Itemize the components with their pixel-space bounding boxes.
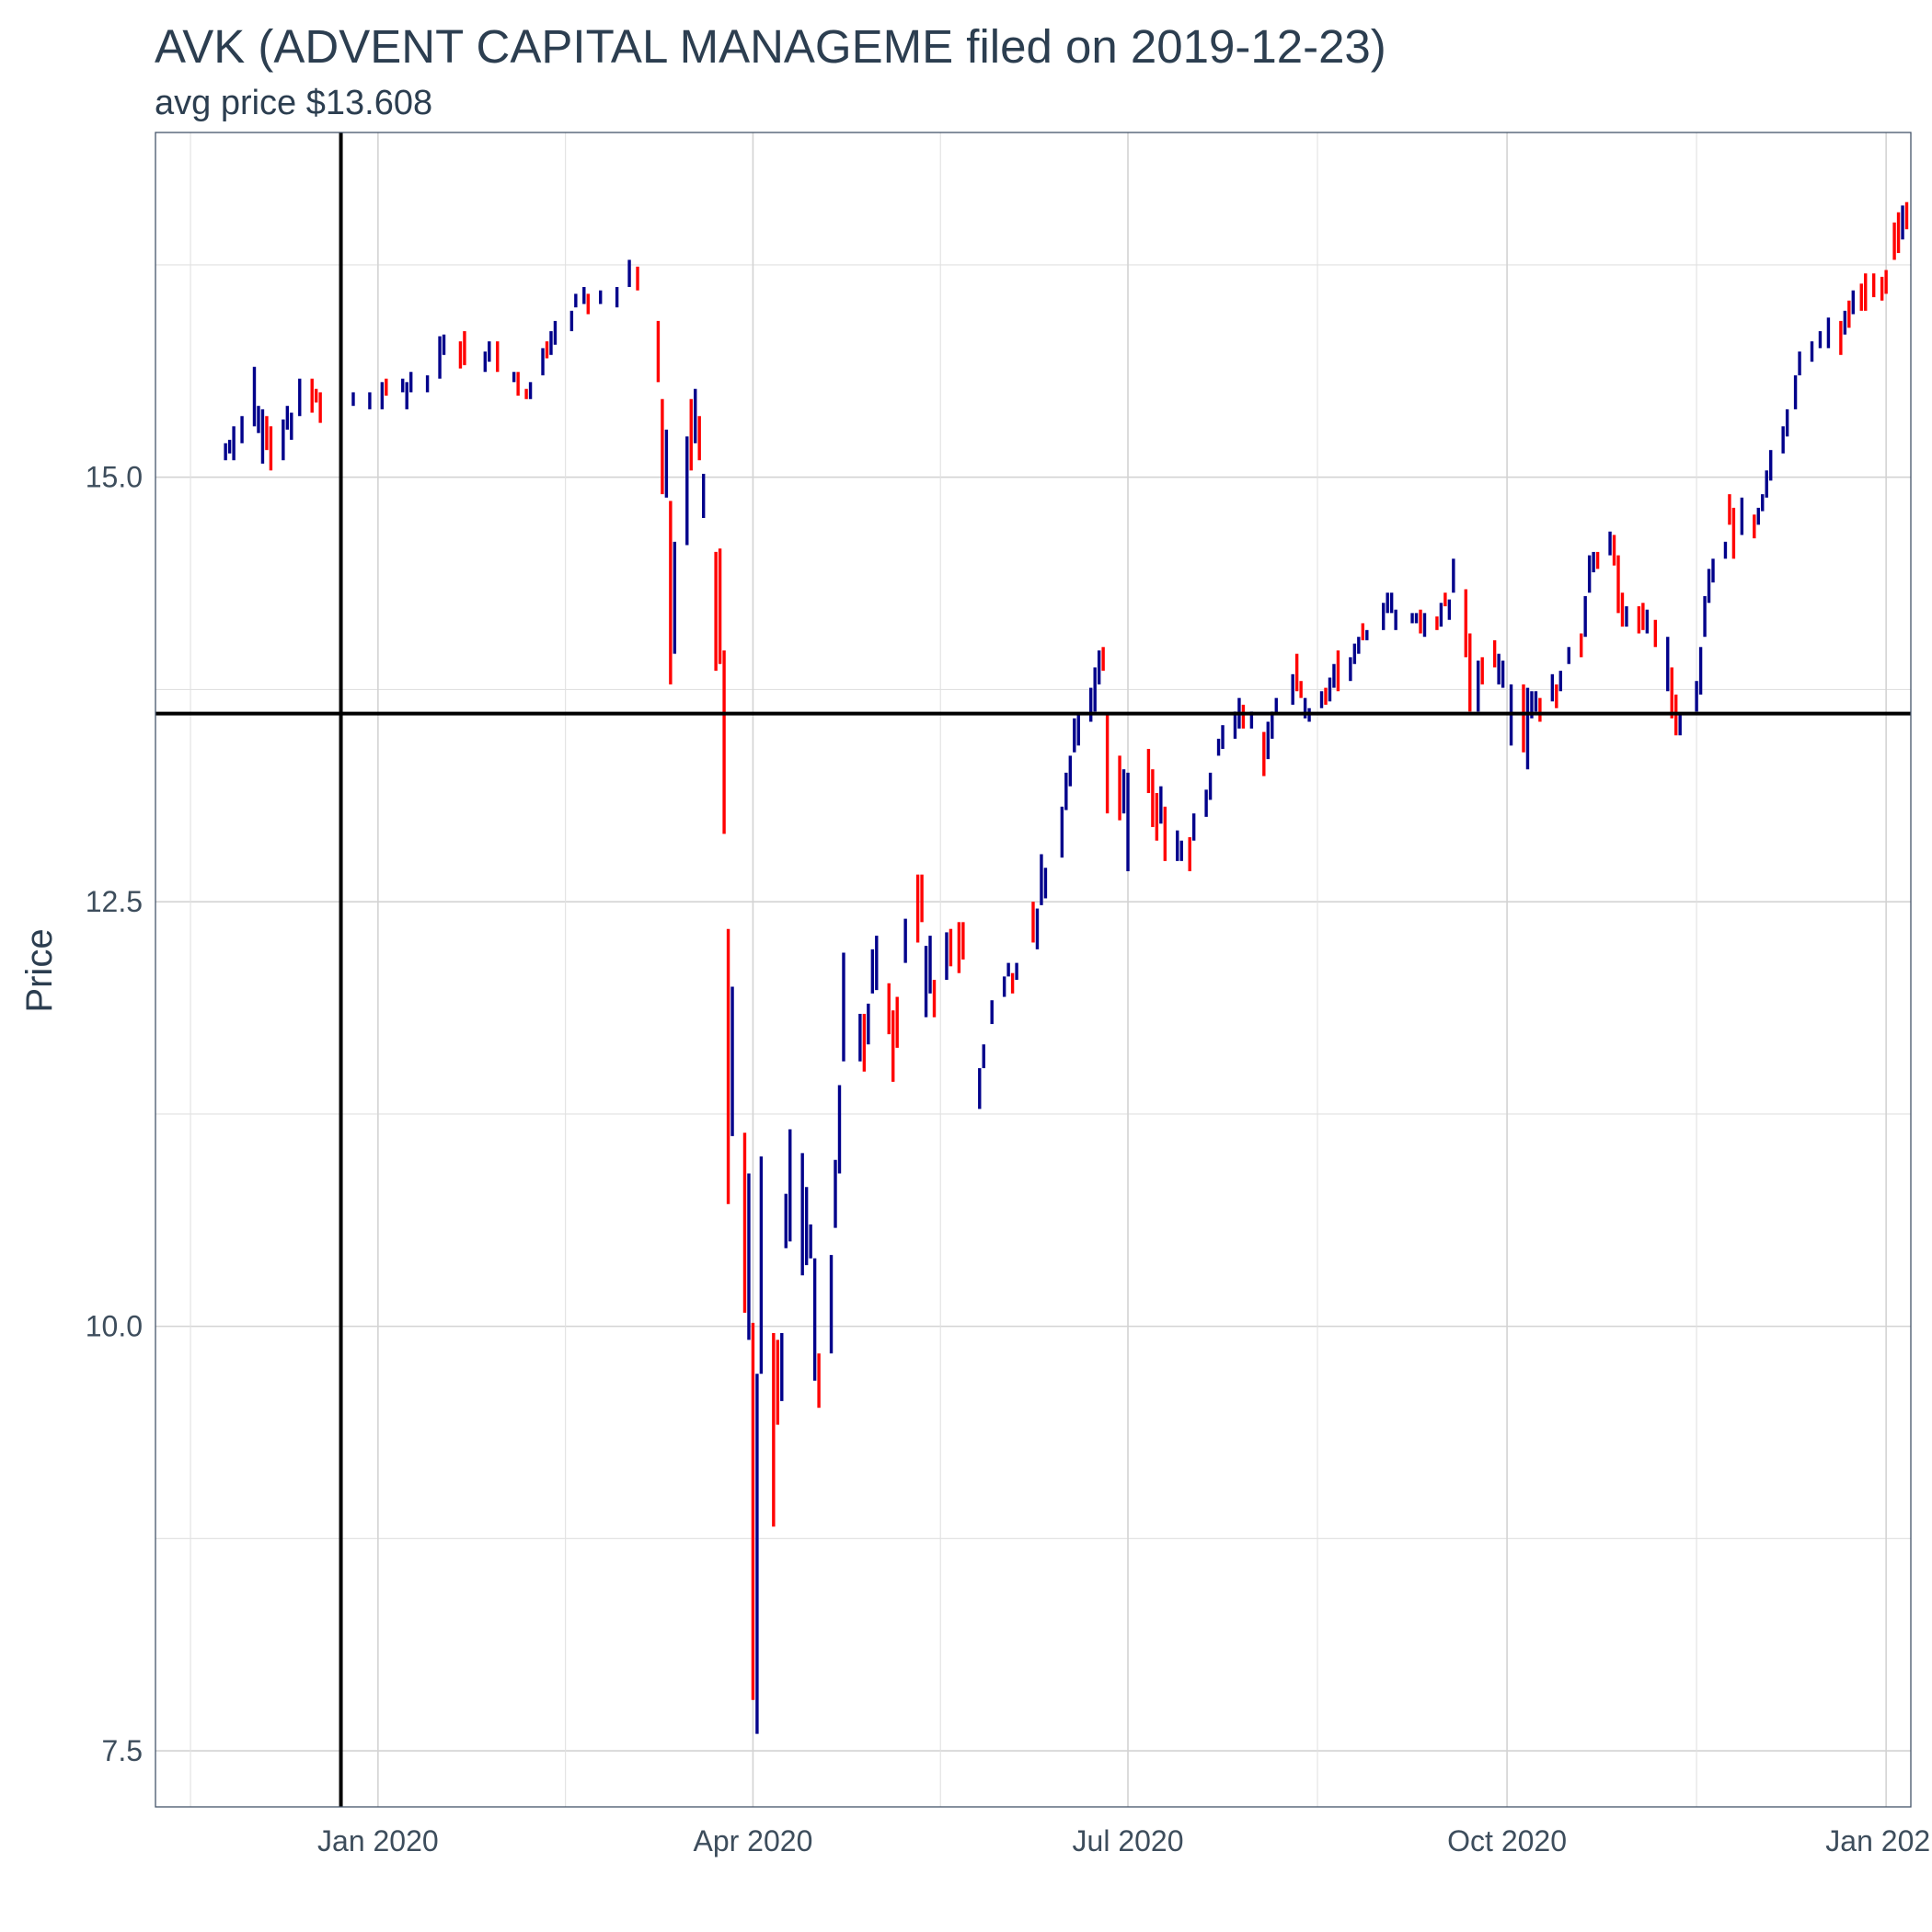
chart-title: AVK (ADVENT CAPITAL MANAGEME filed on 20… [155,20,1386,73]
y-tick-label: 10.0 [86,1310,143,1343]
y-tick-label: 7.5 [102,1734,143,1767]
y-axis-label: Price [19,928,60,1012]
chart-subtitle: avg price $13.608 [155,84,432,122]
x-tick-label: Jan 2021 [1825,1824,1932,1857]
reference-lines [155,132,1911,1807]
ohlc-bars [224,201,1909,1734]
y-tick-label: 12.5 [86,885,143,918]
y-tick-label: 15.0 [86,461,143,494]
x-tick-labels: Jan 2020 Apr 2020 Jul 2020 Oct 2020 Jan 2021 [317,1824,1932,1857]
y-tick-labels: 7.5 10.0 12.5 15.0 [86,461,143,1767]
x-tick-label: Jan 2020 [317,1824,439,1857]
x-tick-label: Jul 2020 [1073,1824,1184,1857]
x-tick-label: Oct 2020 [1447,1824,1567,1857]
grid [155,132,1911,1807]
plot-panel [155,132,1912,1808]
x-tick-label: Apr 2020 [693,1824,812,1857]
